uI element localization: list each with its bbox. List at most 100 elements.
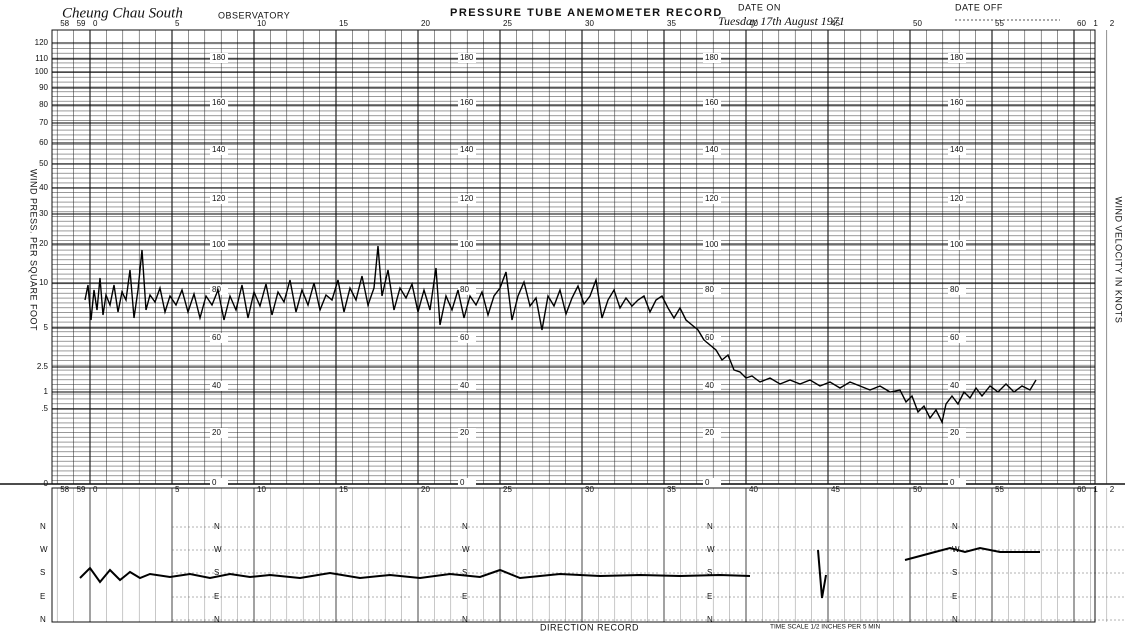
direction-point-left: W [40,545,48,554]
time-label-lower: 30 [585,485,594,494]
velocity-tick-label: 180 [950,53,964,62]
direction-point: W [707,545,715,554]
time-label-lower: 60 [1077,485,1086,494]
pressure-tick-label: 20 [39,239,48,248]
velocity-tick-label: 60 [950,333,959,342]
velocity-tick-label: 0 [212,478,217,487]
velocity-label-bg [948,240,966,250]
scale-labels: 5858595900551010151520202525303035354040… [35,19,1125,624]
velocity-label-bg [703,98,721,108]
velocity-label-bg [703,53,721,63]
velocity-label-bg [458,53,476,63]
velocity-label-bg [458,194,476,204]
pressure-tick-label: 80 [39,100,48,109]
direction-point: N [214,615,220,624]
velocity-tick-label: 80 [460,285,469,294]
time-label: 50 [913,19,922,28]
time-label: 10 [257,19,266,28]
direction-point-left: S [40,568,45,577]
time-label-lower: 10 [257,485,266,494]
time-label: 55 [995,19,1004,28]
date-on-label: DATE ON [738,2,781,12]
pressure-tick-label: 110 [35,54,48,63]
record-title: PRESSURE TUBE ANEMOMETER RECORD [450,7,723,19]
velocity-tick-label: 100 [705,240,719,249]
velocity-label-bg [458,98,476,108]
pressure-tick-label: 0 [44,479,49,488]
direction-point: S [462,568,467,577]
wind-trace [84,245,1037,425]
velocity-label-bg [948,428,966,438]
direction-point: N [952,615,958,624]
velocity-label-bg [703,194,721,204]
velocity-label-bg [948,285,966,295]
time-label: 2 [1110,19,1115,28]
direction-point: E [707,592,712,601]
direction-point: W [462,545,470,554]
time-label-lower: 35 [667,485,676,494]
velocity-tick-label: 180 [460,53,474,62]
pressure-tick-label: 1 [44,387,49,396]
time-label-lower: 58 [60,485,69,494]
velocity-label-bg [210,53,228,63]
direction-point: E [462,592,467,601]
velocity-tick-label: 100 [212,240,226,249]
velocity-tick-label: 40 [460,381,469,390]
velocity-label-bg [458,478,476,488]
velocity-label-bg [703,381,721,391]
velocity-tick-label: 0 [705,478,710,487]
velocity-tick-label: 140 [460,145,474,154]
pressure-grid [52,44,1095,484]
direction-frame [51,487,1096,623]
velocity-tick-label: 140 [950,145,964,154]
time-label: 30 [585,19,594,28]
velocity-tick-label: 20 [212,428,221,437]
time-label: 45 [831,19,840,28]
pressure-tick-label: 2.5 [37,362,49,371]
time-label-lower: 15 [339,485,348,494]
direction-label: DIRECTION RECORD [540,622,639,632]
direction-point: S [707,568,712,577]
time-label-lower: 59 [77,485,86,494]
velocity-label-bg [210,240,228,250]
velocity-label-bg [210,333,228,343]
velocity-label-bg [210,478,228,488]
velocity-tick-label: 120 [460,194,474,203]
velocity-axis-title: WIND VELOCITY IN KNOTS [1114,197,1124,324]
time-label-lower: 2 [1110,485,1115,494]
velocity-label-bg [948,145,966,155]
velocity-tick-label: 160 [212,98,226,107]
time-label-lower: 1 [1093,485,1098,494]
velocity-tick-label: 180 [212,53,226,62]
time-label: 59 [77,19,86,28]
velocity-tick-label: 140 [212,145,226,154]
velocity-label-bg [210,285,228,295]
velocity-label-bg [948,333,966,343]
time-label-lower: 5 [175,485,180,494]
direction-point: N [462,615,468,624]
velocity-tick-label: 160 [950,98,964,107]
velocity-label-bg [703,285,721,295]
time-label: 5 [175,19,180,28]
direction-point: E [214,592,219,601]
record-date: Tuesday 17th August 1971 [718,14,845,28]
time-label: 25 [503,19,512,28]
velocity-label-bg [703,333,721,343]
velocity-tick-label: 160 [705,98,719,107]
time-label-lower: 25 [503,485,512,494]
velocity-tick-label: 40 [212,381,221,390]
velocity-tick-label: 40 [950,381,959,390]
velocity-tick-label: 0 [950,478,955,487]
velocity-tick-label: 80 [212,285,221,294]
velocity-label-bg [458,240,476,250]
velocity-tick-label: 120 [212,194,226,203]
velocity-label-bg [703,478,721,488]
direction-point: N [462,522,468,531]
direction-point-left: E [40,592,45,601]
direction-point: N [707,615,713,624]
velocity-tick-label: 140 [705,145,719,154]
pressure-tick-label: 90 [39,83,48,92]
velocity-label-bg [703,145,721,155]
date-off-label: DATE OFF [955,2,1003,12]
